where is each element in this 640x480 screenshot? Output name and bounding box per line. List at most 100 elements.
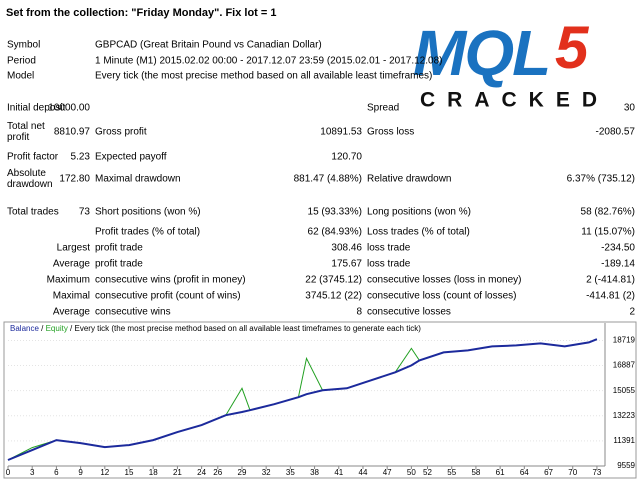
stat-cell: loss trade	[367, 242, 411, 254]
y-tick-label: 11391	[613, 436, 635, 445]
stat-cell: consecutive losses (loss in money)	[367, 274, 522, 286]
y-tick-label: 16887	[613, 361, 636, 370]
stat-cell: consecutive wins	[95, 306, 171, 318]
x-tick-label: 64	[520, 468, 529, 477]
stat-cell: 22 (3745.12)	[305, 274, 362, 286]
x-tick-label: 38	[310, 468, 319, 477]
x-tick-label: 73	[592, 468, 601, 477]
stat-cell: 2 (-414.81)	[586, 274, 635, 286]
x-tick-label: 61	[496, 468, 505, 477]
info-label: Model	[7, 70, 35, 82]
y-tick-label: 13223	[613, 411, 636, 420]
logo: MQL 5 CRACKED	[413, 14, 609, 112]
x-tick-label: 0	[6, 468, 11, 477]
y-tick-label: 9559	[617, 461, 635, 470]
x-tick-label: 9	[78, 468, 83, 477]
stat-cell: 881.47 (4.88%)	[293, 173, 362, 185]
stat-cell: -189.14	[601, 258, 635, 270]
x-tick-label: 41	[334, 468, 343, 477]
stat-cell: Spread	[367, 102, 400, 114]
stat-cell: Absolute drawdown	[7, 168, 53, 190]
stat-cell: 62 (84.93%)	[307, 226, 362, 238]
info-label: Symbol	[7, 39, 41, 51]
stat-cell: Short positions (won %)	[95, 206, 201, 218]
stat-cell: Expected payoff	[95, 151, 167, 163]
x-tick-label: 58	[471, 468, 480, 477]
stat-cell: 120.70	[331, 151, 362, 163]
stat-cell: profit trade	[95, 242, 143, 254]
stat-cell: 58 (82.76%)	[580, 206, 635, 218]
stat-cell: Maximal	[52, 290, 90, 302]
x-tick-label: 32	[262, 468, 271, 477]
stat-cell: 10891.53	[320, 126, 362, 138]
y-tick-label: 18719	[613, 336, 636, 345]
stat-cell: 6.37% (735.12)	[566, 173, 635, 185]
x-tick-label: 50	[407, 468, 416, 477]
stat-cell: consecutive wins (profit in money)	[95, 274, 246, 286]
series-line	[7, 338, 598, 461]
x-tick-label: 21	[173, 468, 182, 477]
x-tick-label: 24	[197, 468, 206, 477]
x-tick-label: 55	[447, 468, 456, 477]
stat-cell: consecutive profit (count of wins)	[95, 290, 241, 302]
stat-cell: Profit trades (% of total)	[95, 226, 201, 238]
legend-separator: /	[68, 324, 75, 333]
y-tick-label: 15055	[613, 386, 636, 395]
stat-cell: -414.81 (2)	[586, 290, 635, 302]
stat-cell: profit trade	[95, 258, 143, 270]
stat-cell: Relative drawdown	[367, 173, 452, 185]
x-tick-label: 44	[359, 468, 368, 477]
legend-entry: Equity	[46, 324, 68, 333]
stat-cell: Profit factor	[7, 151, 59, 163]
stat-cell: Gross profit	[95, 126, 147, 138]
stat-cell: -2080.57	[595, 126, 635, 138]
stat-cell: 10000.00	[48, 102, 90, 114]
stat-cell: 5.23	[70, 151, 90, 163]
x-tick-label: 6	[54, 468, 59, 477]
stat-cell: Average	[52, 306, 90, 318]
chart-subtitle: Every tick (the most precise method base…	[75, 324, 422, 333]
logo-tagline: CRACKED	[420, 89, 609, 112]
stat-cell: 15 (93.33%)	[307, 206, 362, 218]
stat-cell: 3745.12 (22)	[305, 290, 362, 302]
stat-cell: -234.50	[601, 242, 635, 254]
stat-cell: Gross loss	[367, 126, 415, 138]
logo-accent: 5	[555, 14, 590, 81]
stat-cell: consecutive losses	[367, 306, 451, 318]
stat-cell: Initial deposit	[7, 102, 66, 114]
x-tick-label: 26	[213, 468, 222, 477]
stat-cell: Maximal drawdown	[95, 173, 181, 185]
chart-legend: Balance / Equity / Every tick (the most …	[10, 324, 421, 333]
stat-cell: Largest	[56, 242, 90, 254]
stat-cell: Total net profit	[7, 121, 45, 143]
stat-cell: Maximum	[46, 274, 90, 286]
x-tick-label: 12	[100, 468, 109, 477]
stat-cell: 308.46	[331, 242, 362, 254]
chart-frame	[3, 321, 637, 479]
report-title: Set from the collection: "Friday Monday"…	[6, 7, 277, 19]
stat-cell: Long positions (won %)	[367, 206, 471, 218]
x-tick-label: 18	[149, 468, 158, 477]
x-tick-label: 67	[544, 468, 553, 477]
stat-cell: 2	[629, 306, 635, 318]
info-value: 1 Minute (M1) 2015.02.02 00:00 - 2017.12…	[95, 55, 443, 67]
logo-text: MQL	[413, 17, 549, 89]
info-value: Every tick (the most precise method base…	[95, 70, 433, 82]
info-label: Period	[7, 55, 36, 67]
stat-cell: 30	[623, 102, 635, 114]
stat-cell: Total trades	[7, 206, 59, 218]
stat-cell: 8810.97	[53, 126, 90, 138]
x-tick-label: 15	[125, 468, 134, 477]
stat-cell: Loss trades (% of total)	[367, 226, 470, 238]
stat-cell: Average	[52, 258, 90, 270]
stat-cell: loss trade	[367, 258, 411, 270]
stat-cell: consecutive loss (count of losses)	[367, 290, 517, 302]
stat-cell: 11 (15.07%)	[581, 226, 635, 238]
x-tick-label: 29	[238, 468, 247, 477]
x-tick-label: 35	[286, 468, 295, 477]
legend-separator: /	[39, 324, 46, 333]
x-tick-label: 47	[383, 468, 392, 477]
info-value: GBPCAD (Great Britain Pound vs Canadian …	[95, 39, 322, 51]
